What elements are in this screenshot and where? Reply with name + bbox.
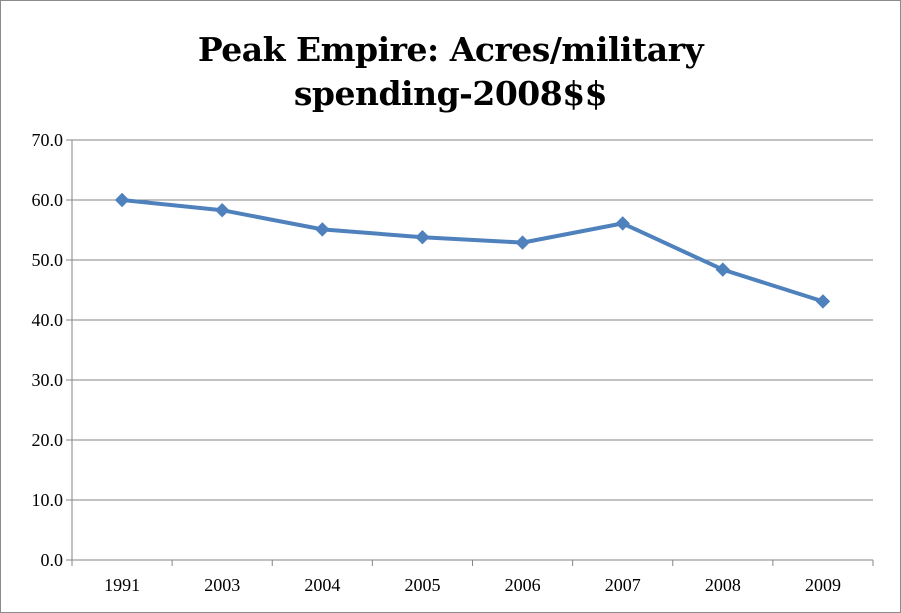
x-tick-label-2009: 2009: [805, 575, 841, 595]
data-series: [120, 198, 825, 304]
data-markers: [114, 192, 831, 309]
y-tick-label: 50.0: [32, 250, 64, 270]
data-point-2006: [515, 235, 530, 250]
y-tick-label: 40.0: [32, 310, 64, 330]
x-tick-label-1991: 1991: [104, 575, 140, 595]
y-tick-label: 30.0: [32, 370, 64, 390]
axes: [66, 139, 874, 566]
y-axis-tick-labels: 0.0 10.0 20.0 30.0 40.0 50.0 60.0 70.0: [32, 130, 64, 570]
chart-title-line-2: spending-2008$$: [293, 74, 608, 113]
data-point-2003: [214, 202, 230, 218]
data-point-2008: [715, 262, 731, 277]
gridlines: [72, 139, 873, 501]
data-point-2007: [615, 216, 630, 231]
y-tick-label: 0.0: [41, 550, 64, 570]
x-tick-label-2007: 2007: [605, 575, 641, 595]
x-tick-label-2008: 2008: [705, 575, 741, 595]
y-tick-label: 10.0: [32, 490, 64, 510]
x-tick-label-2005: 2005: [404, 575, 440, 595]
y-tick-label: 20.0: [32, 430, 64, 450]
chart-title: Peak Empire: Acres/military spending-200…: [0, 28, 901, 116]
chart-title-line-1: Peak Empire: Acres/military: [197, 30, 704, 69]
series-line: [120, 198, 825, 304]
data-point-2005: [415, 229, 430, 245]
data-point-2004: [315, 222, 330, 237]
y-tick-label: 60.0: [32, 190, 64, 210]
x-axis-tick-labels: 1991 2003 2004 2005 2006 2007 2008 2009: [104, 575, 841, 595]
data-point-1991: [114, 192, 130, 208]
data-point-2009: [815, 294, 831, 309]
y-tick-label: 70.0: [32, 130, 64, 150]
x-tick-label-2003: 2003: [204, 575, 240, 595]
x-tick-label-2006: 2006: [505, 575, 541, 595]
x-tick-label-2004: 2004: [304, 575, 340, 595]
